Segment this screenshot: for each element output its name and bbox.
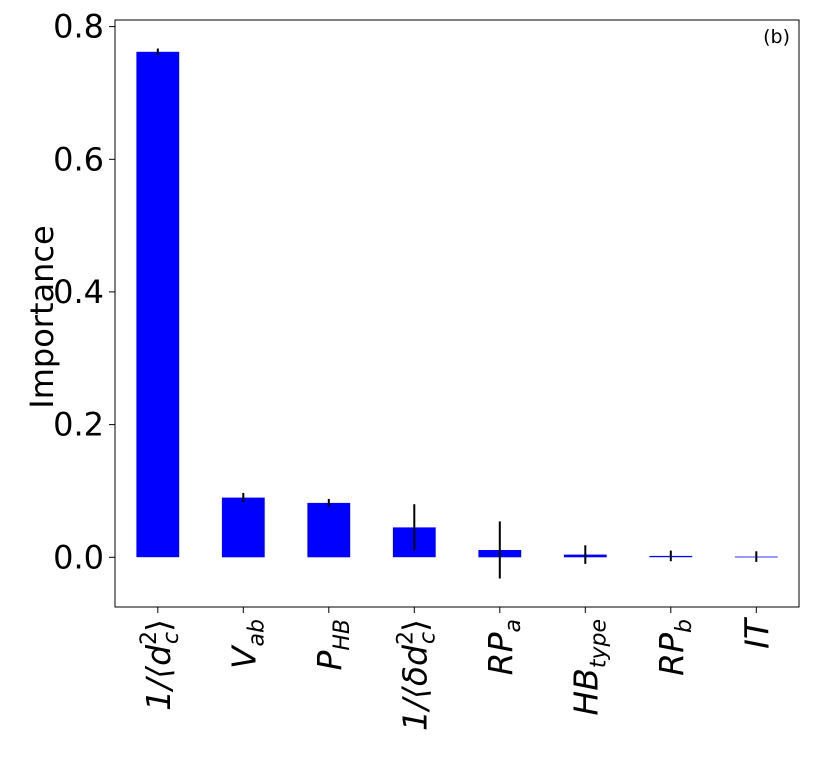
y-axis: 0.0 0.2 0.4 0.6 0.8 — [53, 8, 115, 576]
y-tick-label: 0.6 — [53, 140, 104, 178]
bar — [221, 497, 265, 558]
x-tick-label: HBtype — [566, 619, 611, 716]
x-tick-label: 1/⟨d2c⟩ — [137, 619, 184, 711]
y-tick-label: 0.2 — [53, 406, 104, 444]
x-axis: 1/⟨d2c⟩ Vab PHB 1/⟨δd2c⟩ RPa HBtype RPb IT — [137, 607, 776, 731]
x-tick-label: IT — [737, 616, 776, 649]
plot-area — [115, 20, 799, 607]
y-axis-label: Importance — [23, 225, 61, 408]
bar — [307, 502, 351, 558]
x-tick-label: PHB — [310, 619, 355, 671]
x-tick-label: RPb — [652, 619, 697, 676]
y-tick-label: 0.8 — [53, 8, 104, 46]
x-tick-label: 1/⟨δd2c⟩ — [393, 619, 440, 731]
y-tick-label: 0.0 — [53, 538, 104, 576]
error-bars-group — [156, 48, 758, 579]
x-tick-label: RPa — [481, 619, 526, 675]
y-tick-label: 0.4 — [53, 273, 104, 311]
panel-label: (b) — [763, 26, 790, 48]
x-tick-label: Vab — [224, 619, 269, 669]
bar — [136, 51, 180, 558]
plot-frame — [114, 19, 800, 608]
